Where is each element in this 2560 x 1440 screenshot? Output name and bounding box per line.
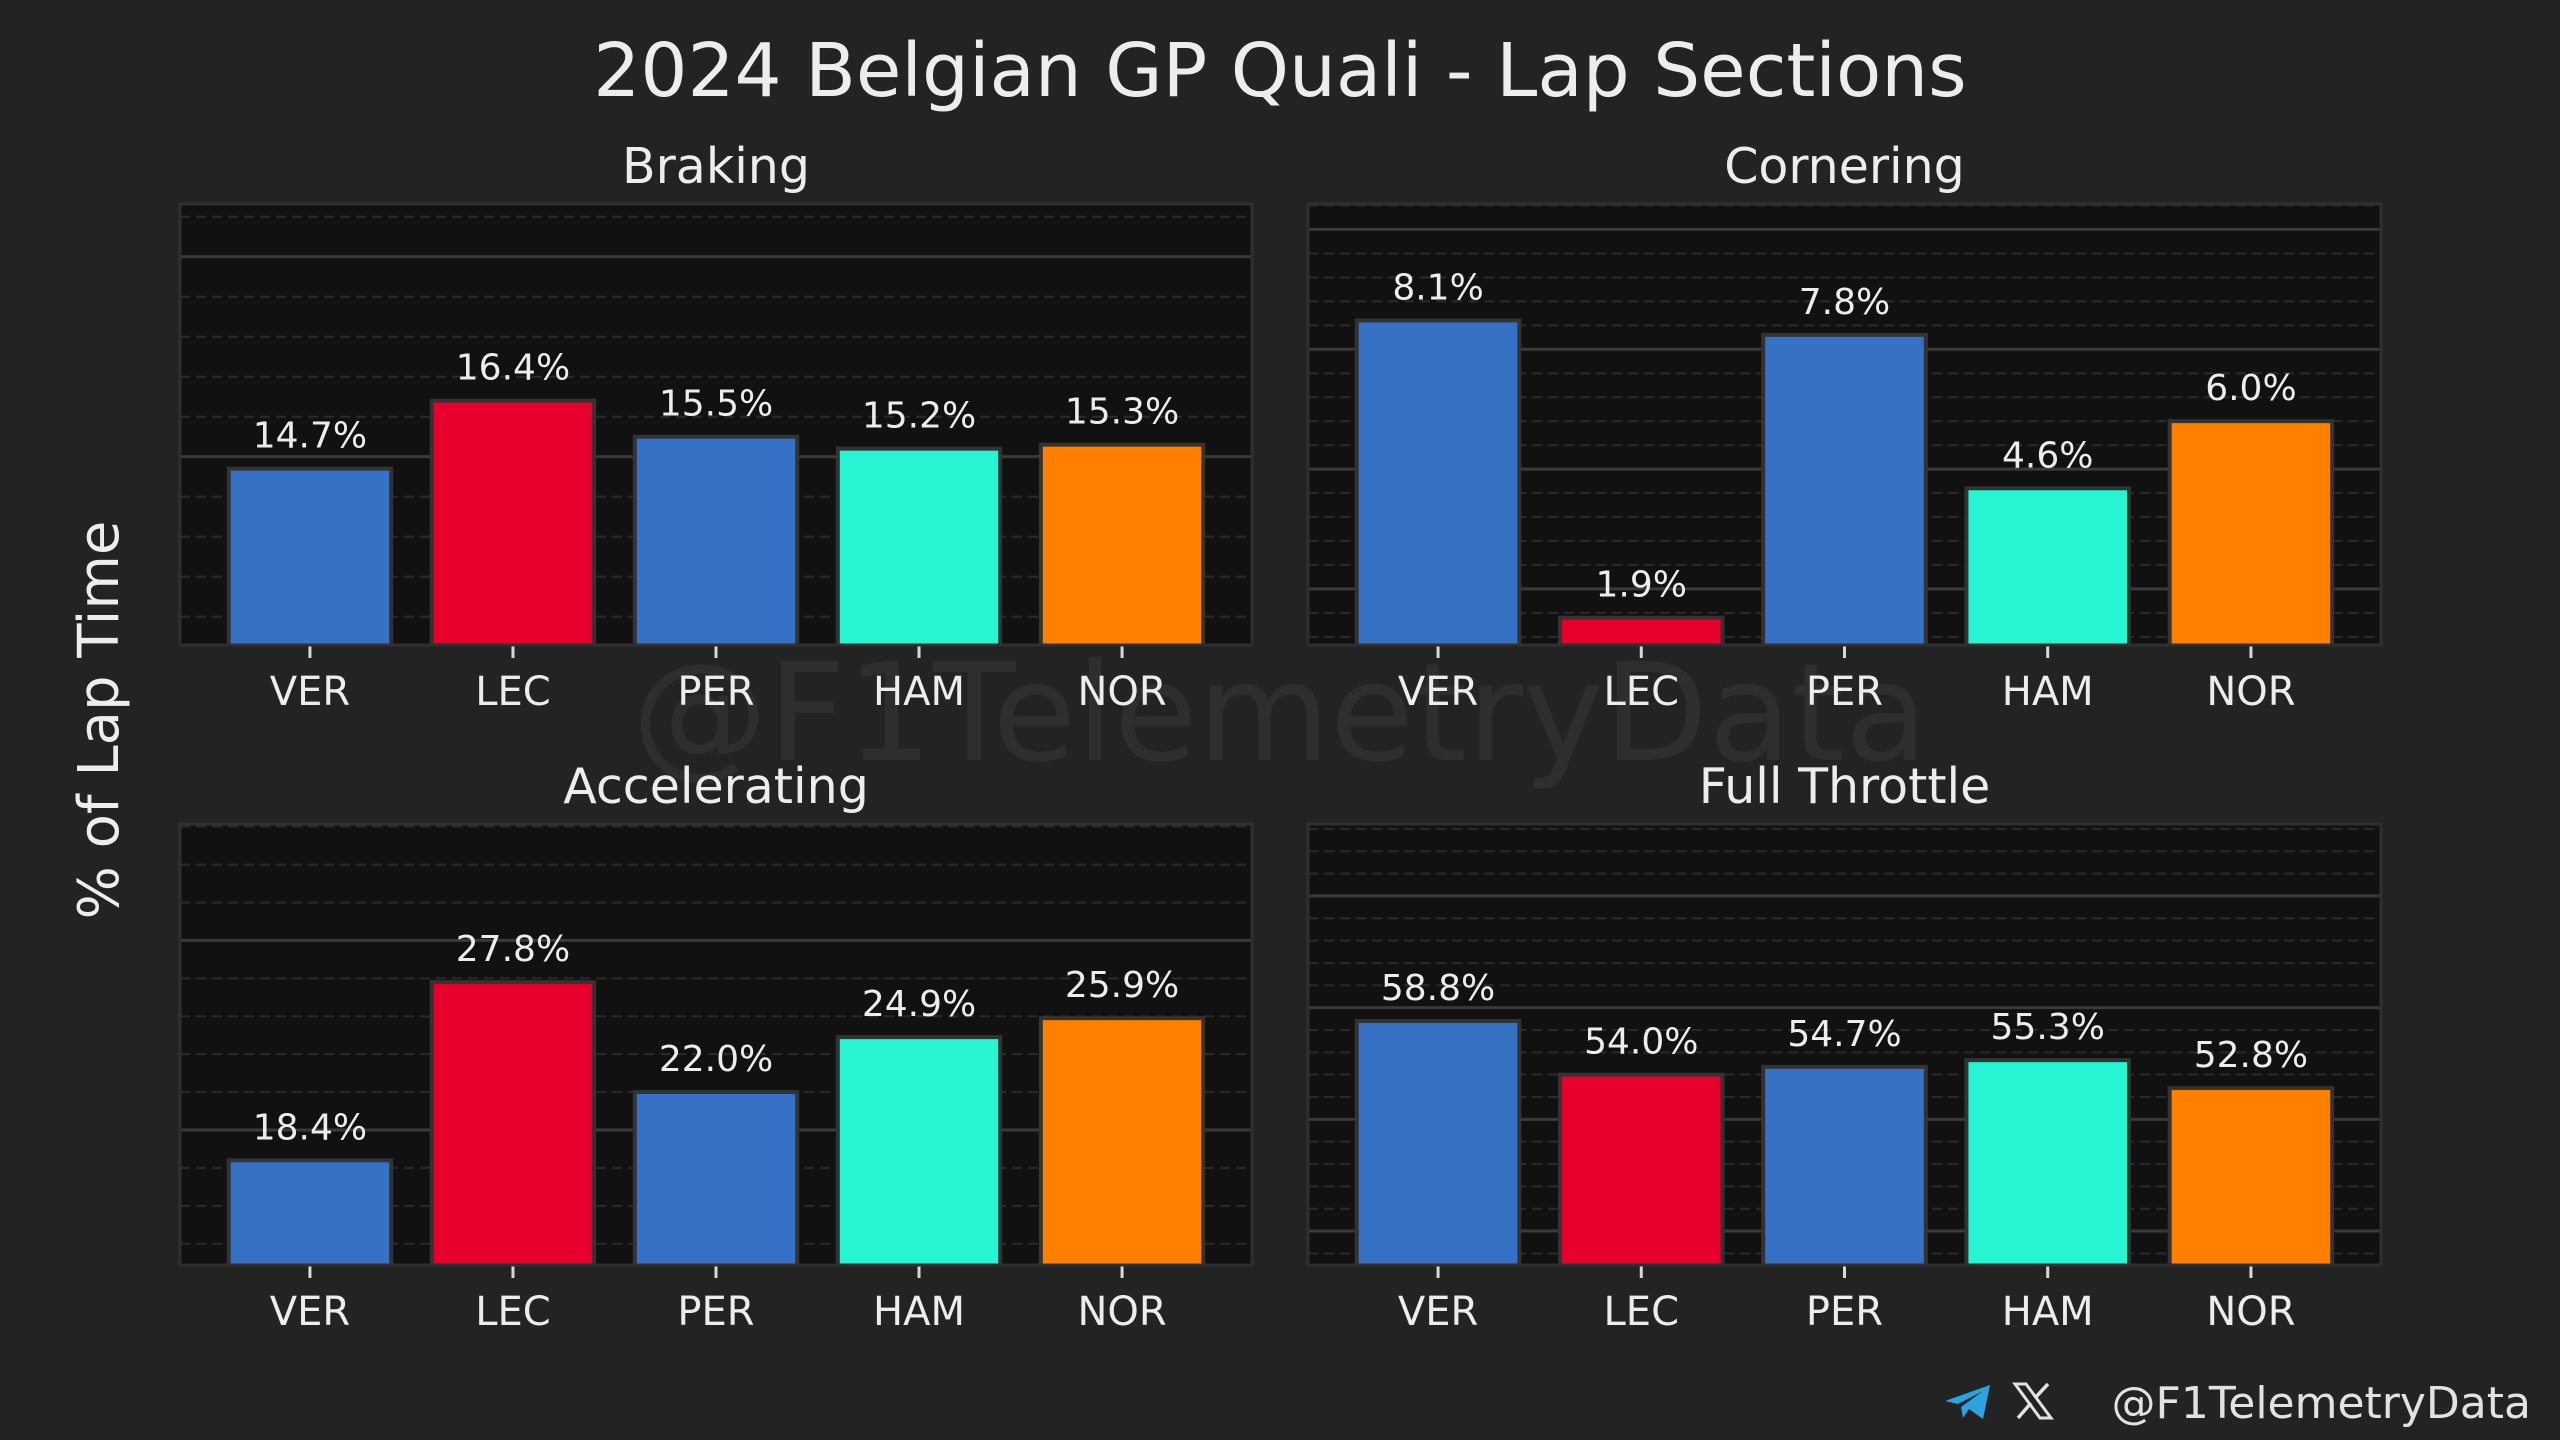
accelerating-plot-content	[180, 825, 1252, 1265]
full-throttle-value-label-nor: 52.8%	[2194, 1035, 2308, 1076]
accelerating-tick-label-nor: NOR	[1077, 1289, 1166, 1335]
cornering-tick-label-per: PER	[1806, 669, 1883, 715]
braking-tick-label-lec: LEC	[475, 669, 551, 715]
accelerating-title: Accelerating	[563, 758, 869, 815]
cornering-subplot: 8.1% VER 1.9% LEC 7.8% PER 4.6% HAM 6.0% NOR Corne…	[1306, 138, 2383, 715]
braking-plot-content	[180, 215, 1252, 645]
full-throttle-bar-ver	[1354, 1019, 1522, 1265]
cornering-tick-label-lec: LEC	[1604, 669, 1680, 715]
braking-value-label-nor: 15.3%	[1065, 392, 1179, 433]
cornering-value-label-ver: 8.1%	[1392, 267, 1483, 308]
full-throttle-tick-label-per: PER	[1806, 1289, 1883, 1335]
cornering-value-label-nor: 6.0%	[2205, 368, 2296, 409]
cornering-plot-border	[1306, 202, 2383, 647]
cornering-title: Cornering	[1724, 138, 1965, 195]
full-throttle-value-label-ham: 55.3%	[1991, 1007, 2105, 1048]
braking-bar-lec	[429, 398, 597, 645]
cornering-tick-label-ham: HAM	[2002, 669, 2094, 715]
footer-handle: @F1TelemetryData	[2112, 1378, 2531, 1429]
accelerating-tick-label-per: PER	[677, 1289, 754, 1335]
accelerating-tick-label-lec: LEC	[475, 1289, 551, 1335]
accelerating-value-label-ham: 24.9%	[862, 984, 976, 1025]
x-icon-thin-stroke-upper	[2033, 1382, 2050, 1400]
cornering-value-label-per: 7.8%	[1799, 282, 1890, 323]
accelerating-bar-ham	[835, 1035, 1003, 1265]
braking-tick-label-per: PER	[677, 669, 754, 715]
braking-value-label-per: 15.5%	[659, 384, 773, 425]
subplots-grid: 14.7% VER 16.4% LEC 15.5% PER 15.2% HAM 15.3% NOR…	[178, 138, 2383, 1335]
braking-value-label-lec: 16.4%	[456, 348, 570, 389]
full-throttle-bar-nor	[2167, 1086, 2335, 1265]
accelerating-bar-nor	[1038, 1016, 1206, 1265]
full-throttle-value-label-ver: 58.8%	[1381, 968, 1495, 1009]
accelerating-value-label-nor: 25.9%	[1065, 965, 1179, 1006]
full-throttle-bar-per	[1761, 1064, 1928, 1265]
footer: @F1TelemetryData	[1945, 1378, 2531, 1429]
full-throttle-tick-label-ver: VER	[1398, 1289, 1478, 1335]
braking-tick-label-ham: HAM	[873, 669, 965, 715]
accelerating-plot-border	[178, 822, 1254, 1267]
x-icon	[2012, 1382, 2054, 1420]
cornering-bar-nor	[2167, 419, 2335, 645]
accelerating-tick-label-ham: HAM	[873, 1289, 965, 1335]
braking-tick-label-ver: VER	[270, 669, 350, 715]
full-throttle-tick-label-nor: NOR	[2206, 1289, 2295, 1335]
accelerating-tick-label-ver: VER	[270, 1289, 350, 1335]
braking-title: Braking	[622, 138, 810, 195]
cornering-plot-content	[1308, 204, 2381, 645]
figure-title: 2024 Belgian GP Quali - Lap Sections	[593, 28, 1966, 114]
full-throttle-value-label-per: 54.7%	[1787, 1014, 1901, 1055]
full-throttle-bar-lec	[1557, 1072, 1725, 1265]
braking-bar-ham	[835, 446, 1003, 645]
accelerating-bar-lec	[429, 980, 597, 1265]
y-axis-label: % of Lap Time	[67, 521, 132, 920]
full-throttle-plot-border	[1306, 822, 2383, 1267]
accelerating-value-label-ver: 18.4%	[253, 1107, 367, 1148]
telegram-icon	[1945, 1385, 1990, 1419]
braking-value-label-ham: 15.2%	[862, 396, 976, 437]
braking-subplot: 14.7% VER 16.4% LEC 15.5% PER 15.2% HAM 15.3% NOR…	[178, 138, 1254, 715]
braking-tick-label-nor: NOR	[1077, 669, 1166, 715]
cornering-bar-ver	[1354, 318, 1522, 645]
cornering-bar-ham	[1964, 486, 2132, 645]
accelerating-subplot: 18.4% VER 27.8% LEC 22.0% PER 24.9% HAM 25.9% NOR…	[178, 758, 1254, 1335]
watermark-text: @F1TelemetryData	[632, 635, 1928, 793]
accelerating-bar-per	[632, 1090, 800, 1265]
full-throttle-title: Full Throttle	[1699, 758, 1991, 815]
cornering-tick-label-ver: VER	[1398, 669, 1478, 715]
accelerating-value-label-lec: 27.8%	[456, 929, 570, 970]
full-throttle-tick-label-lec: LEC	[1604, 1289, 1680, 1335]
cornering-bar-lec	[1557, 615, 1725, 645]
braking-bar-ver	[226, 466, 394, 645]
full-throttle-bar-ham	[1964, 1058, 2132, 1265]
accelerating-value-label-per: 22.0%	[659, 1039, 773, 1080]
full-throttle-subplot: 58.8% VER 54.0% LEC 54.7% PER 55.3% HAM 52.8% NOR…	[1306, 758, 2383, 1335]
full-throttle-value-label-lec: 54.0%	[1584, 1022, 1698, 1063]
full-throttle-tick-label-ham: HAM	[2002, 1289, 2094, 1335]
x-icon-thin-stroke-lower	[2016, 1401, 2033, 1420]
x-icon-thick-stroke	[2012, 1382, 2054, 1420]
braking-value-label-ver: 14.7%	[253, 416, 367, 457]
cornering-value-label-lec: 1.9%	[1596, 565, 1687, 606]
braking-bar-nor	[1038, 442, 1206, 645]
full-throttle-plot-content	[1308, 827, 2381, 1265]
braking-bar-per	[632, 434, 800, 645]
cornering-bar-per	[1761, 332, 1928, 645]
cornering-value-label-ham: 4.6%	[2002, 435, 2093, 476]
braking-plot-border	[178, 202, 1254, 647]
accelerating-bar-ver	[226, 1158, 394, 1265]
cornering-tick-label-nor: NOR	[2206, 669, 2295, 715]
